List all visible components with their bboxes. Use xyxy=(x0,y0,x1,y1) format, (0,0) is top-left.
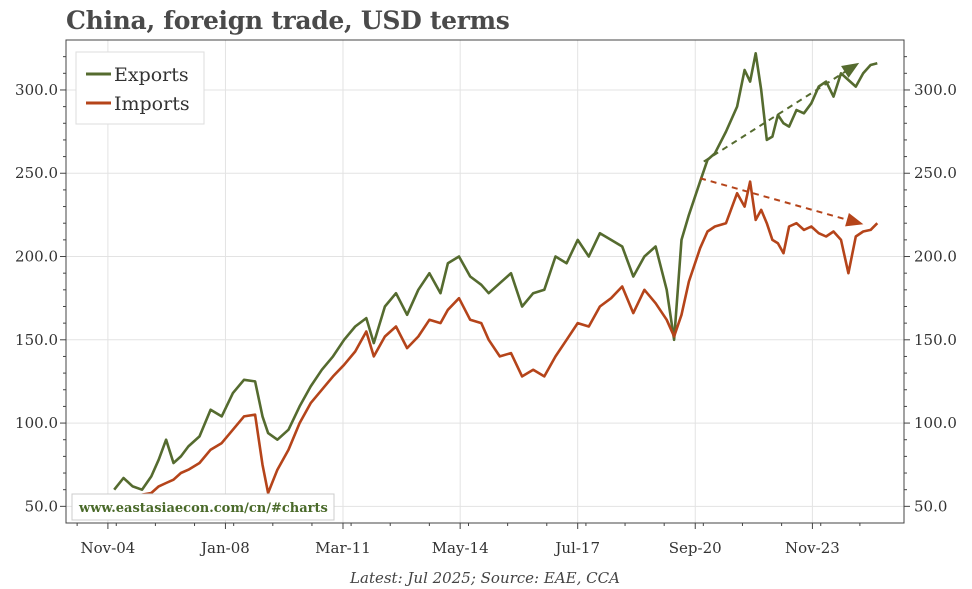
plot-frame xyxy=(65,39,905,524)
y-tick-label-left: 100.0 xyxy=(15,414,58,432)
x-tick-label: Sep-20 xyxy=(669,539,722,557)
watermark[interactable]: www.eastasiaecon.com/cn/#charts xyxy=(71,493,335,521)
x-tick-label: Jan-08 xyxy=(199,539,250,557)
x-tick-label: Jul-17 xyxy=(553,539,600,557)
legend[interactable]: Exports Imports xyxy=(75,51,205,125)
y-tick-label-right: 150.0 xyxy=(914,331,957,349)
gridlines xyxy=(66,40,904,523)
legend-label-imports: Imports xyxy=(114,93,190,115)
chart-caption: Latest: Jul 2025; Source: EAE, CCA xyxy=(349,569,620,587)
trend-arrows xyxy=(699,62,864,227)
chart-title: China, foreign trade, USD terms xyxy=(66,6,510,35)
y-tick-label-left: 250.0 xyxy=(15,164,58,182)
y-axis-left: 50.0 100.0 150.0 200.0 250.0 300.0 xyxy=(15,56,66,515)
watermark-text[interactable]: www.eastasiaecon.com/cn/#charts xyxy=(78,501,328,516)
trend-arrow-head-imports xyxy=(845,212,864,227)
y-tick-label-right: 100.0 xyxy=(914,414,957,432)
series-lines xyxy=(113,52,879,505)
y-tick-label-left: 300.0 xyxy=(15,81,58,99)
y-tick-label-right: 300.0 xyxy=(914,81,957,99)
series-line-exports xyxy=(113,52,878,491)
legend-box xyxy=(75,51,205,125)
x-tick-label: Mar-11 xyxy=(315,539,371,557)
y-tick-label-right: 250.0 xyxy=(914,164,957,182)
y-tick-label-right: 50.0 xyxy=(914,497,947,515)
trend-arrow-exports xyxy=(703,64,857,163)
y-tick-label-left: 50.0 xyxy=(25,497,58,515)
y-tick-label-left: 200.0 xyxy=(15,248,58,266)
series-line-imports xyxy=(113,180,879,505)
x-tick-label: Nov-23 xyxy=(785,539,840,557)
trend-arrow-head-exports xyxy=(841,62,860,78)
x-tick-label: May-14 xyxy=(432,539,489,557)
y-tick-label-right: 200.0 xyxy=(914,248,957,266)
watermark-box xyxy=(71,493,335,521)
x-tick-label: Nov-04 xyxy=(81,539,136,557)
x-axis: Nov-04 Jan-08 Mar-11 May-14 Jul-17 Sep-20 Nov-… xyxy=(76,523,861,557)
y-axis-right: 50.0 100.0 150.0 200.0 250.0 300.0 xyxy=(904,56,957,515)
legend-label-exports: Exports xyxy=(114,64,189,86)
trend-arrow-imports xyxy=(699,177,860,225)
y-tick-label-left: 150.0 xyxy=(15,331,58,349)
